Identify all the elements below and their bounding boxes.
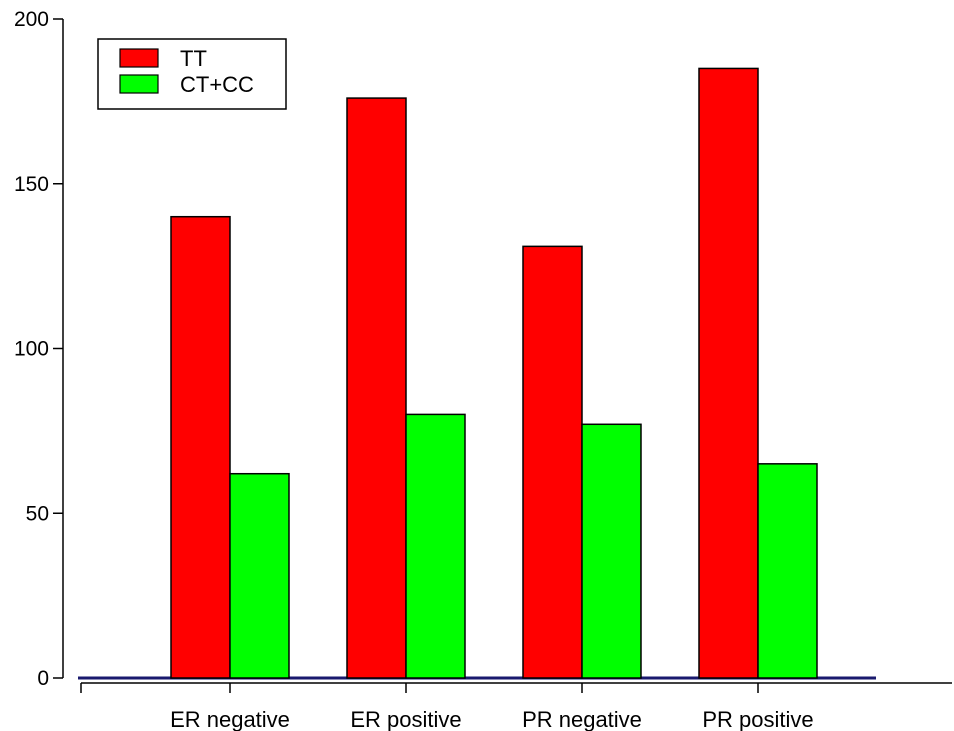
x-tick-label: PR negative [522,707,642,731]
y-tick-label: 100 [14,338,49,361]
x-tick-label: ER negative [170,707,290,731]
bar-ct-cc-er-positive [405,413,466,679]
x-tick-label: ER positive [350,707,461,731]
legend-label-ct-cc: CT+CC [180,72,254,97]
y-tick-label: 50 [26,502,49,525]
legend-swatch-tt [119,48,159,68]
bar-tt-pr-positive [698,67,759,679]
legend-label-tt: TT [180,46,207,71]
bar-ct-cc-pr-negative [581,423,642,679]
bar-tt-er-positive [346,97,407,679]
y-tick-label: 150 [14,173,49,196]
bar-tt-pr-negative [522,245,583,679]
bar-tt-er-negative [170,215,231,679]
y-tick-label: 200 [14,8,49,31]
y-tick-label: 0 [37,667,49,690]
legend-swatch-ct-cc [119,74,159,94]
x-tick-label: PR positive [702,707,813,731]
bar-ct-cc-pr-positive [757,463,818,679]
bar-ct-cc-er-negative [229,472,290,679]
